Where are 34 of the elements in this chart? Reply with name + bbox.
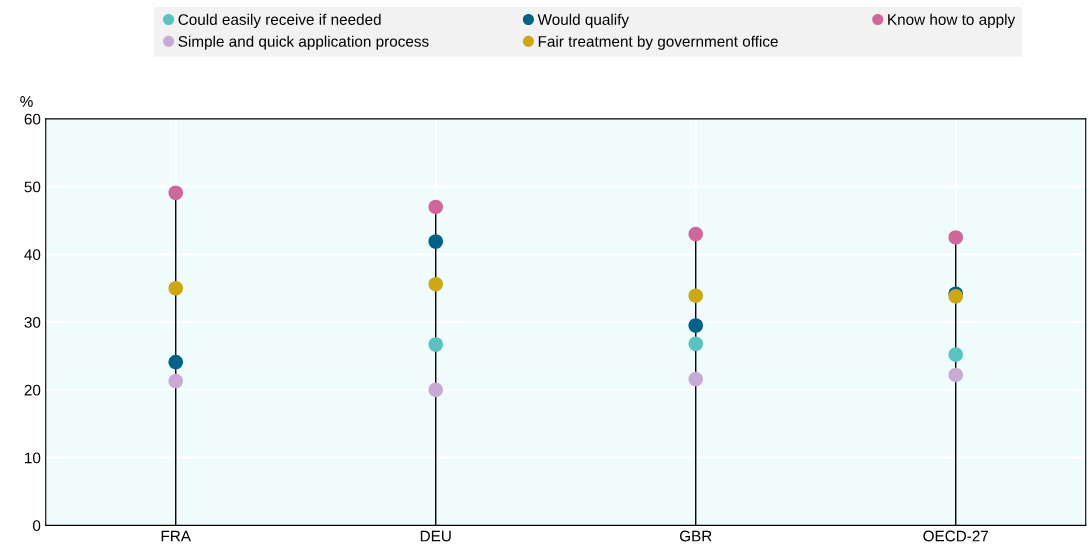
point [948,347,964,362]
point [428,276,444,292]
point [428,337,444,352]
point [428,382,444,398]
point [428,234,444,249]
point [948,230,964,245]
legend-label: Know how to apply [888,13,1016,28]
point [948,367,964,383]
point [688,336,704,352]
legend-label: Fair treatment by government office [538,35,778,50]
point [688,371,704,387]
x-tick-label: GBR [679,530,712,542]
point [168,280,184,296]
point [688,226,704,242]
point [688,318,704,333]
point [168,185,184,201]
y-tick-label: 10 [25,452,41,464]
x-tick-label: FRA [161,530,191,542]
point [168,354,184,370]
y-tick-label: 30 [24,316,41,328]
legend-label: Could easily receive if needed [178,13,381,28]
x-tick-label: DEU [420,530,451,542]
legend-label: Would qualify [537,13,630,28]
point [688,288,704,303]
y-tick-label: 0 [32,520,41,532]
point [168,373,184,389]
y-tick-label: 60 [24,113,41,125]
point [428,199,444,215]
y-axis-title: % [20,96,33,107]
y-tick-label: 40 [24,249,41,261]
x-tick-label: OECD-27 [923,530,989,542]
y-tick-label: 50 [24,181,41,193]
legend-label: Simple and quick application process [178,35,429,50]
y-tick-label: 20 [24,384,41,396]
